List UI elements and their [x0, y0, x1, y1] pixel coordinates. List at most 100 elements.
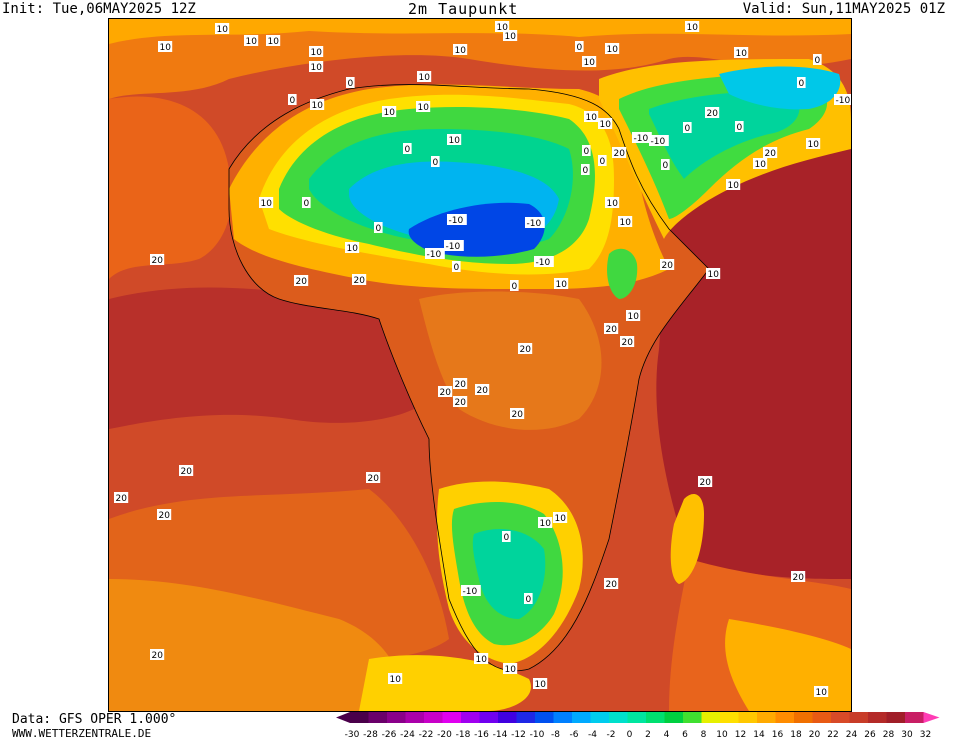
- contour-label: 10: [555, 514, 567, 524]
- contour-label: 0: [526, 595, 532, 605]
- contour-label: 10: [628, 312, 640, 322]
- contour-label-bg: [495, 21, 510, 32]
- colorbar-tick-label: 30: [901, 730, 913, 740]
- contour-label-bg: [310, 99, 325, 110]
- contour-label-bg: [582, 145, 591, 156]
- contour-label: 20: [296, 277, 308, 287]
- contour-label: 20: [512, 410, 524, 420]
- contour-label: 20: [455, 398, 467, 408]
- contour-label-bg: [814, 686, 829, 697]
- colorbar-tick-label: -14: [493, 730, 508, 740]
- colorbar-tick-label: -28: [363, 730, 378, 740]
- contour-label: 20: [520, 345, 532, 355]
- colorbar-cell: [590, 712, 609, 723]
- contour-label-bg: [753, 158, 768, 169]
- south-atlantic-cool: [109, 579, 402, 711]
- colorbar-cell: [350, 712, 369, 723]
- contour-label: -10: [536, 258, 551, 268]
- contour-label: 0: [663, 161, 669, 171]
- colorbar-tick-label: -22: [419, 730, 434, 740]
- contour-label-bg: [474, 653, 489, 664]
- colorbar-tick-label: 10: [716, 730, 728, 740]
- contour-label-bg: [575, 41, 584, 52]
- colorbar-tick-label: -24: [400, 730, 415, 740]
- contour-label: 0: [583, 166, 589, 176]
- contour-label: 20: [606, 325, 618, 335]
- contour-label-bg: [632, 132, 652, 143]
- contour-label-bg: [444, 240, 464, 251]
- contour-label: 10: [217, 25, 229, 35]
- central-africa: [419, 291, 602, 430]
- colorbar-cell: [720, 712, 739, 723]
- contour-label-bg: [534, 256, 554, 267]
- contour-label-bg: [366, 472, 381, 483]
- contour-label-bg: [374, 222, 383, 233]
- contour-label-bg: [518, 343, 533, 354]
- contour-label-bg: [598, 118, 613, 129]
- init-time-label: Init: Tue,06MAY2025 12Z: [2, 1, 196, 17]
- contour-label-bg: [309, 46, 324, 57]
- contour-label-bg: [294, 275, 309, 286]
- colorbar-tick-label: 26: [864, 730, 876, 740]
- contour-label-bg: [510, 408, 525, 419]
- contour-label-bg: [581, 164, 590, 175]
- contour-label: 10: [449, 136, 461, 146]
- contour-label: 20: [707, 109, 719, 119]
- contour-label-bg: [403, 143, 412, 154]
- contour-label: 20: [440, 388, 452, 398]
- contour-label-bg: [503, 663, 518, 674]
- contour-label-bg: [447, 134, 462, 145]
- contour-label: 10: [312, 101, 324, 111]
- colorbar-cell: [442, 712, 461, 723]
- contour-label-bg: [438, 386, 453, 397]
- contour-label: 0: [348, 79, 354, 89]
- contour-label-bg: [346, 77, 355, 88]
- contour-label-bg: [797, 77, 806, 88]
- contour-label-bg: [734, 47, 749, 58]
- contour-label: 10: [505, 665, 517, 675]
- colorbar-cells: [336, 712, 940, 723]
- contour-label-bg: [554, 278, 569, 289]
- north-band-inner: [109, 19, 851, 44]
- contour-label-bg: [431, 156, 440, 167]
- contour-label-bg: [791, 571, 806, 582]
- colorbar-cell: [424, 712, 443, 723]
- contour-label: 10: [497, 23, 509, 33]
- contour-label: 10: [384, 108, 396, 118]
- contour-label-bg: [244, 35, 259, 46]
- contour-label-bg: [660, 259, 675, 270]
- colorbar-tick-label: 28: [883, 730, 895, 740]
- contour-label: 0: [405, 145, 411, 155]
- colorbar-cell: [646, 712, 665, 723]
- madagascar: [670, 494, 704, 584]
- contour-label: 20: [793, 573, 805, 583]
- data-source-label: Data: GFS OPER 1.000°: [12, 712, 177, 727]
- contour-label: 20: [614, 149, 626, 159]
- contour-label: 0: [600, 157, 606, 167]
- contour-label: 10: [586, 113, 598, 123]
- contour-label: 0: [454, 263, 460, 273]
- contour-label-bg: [503, 30, 518, 41]
- colorbar-tick-label: 8: [701, 730, 707, 740]
- colorbar-tick-label: -18: [456, 730, 471, 740]
- ethiopia-green: [607, 248, 638, 299]
- contour-label-bg: [453, 44, 468, 55]
- contour-label: 20: [606, 580, 618, 590]
- contour-label-bg: [447, 214, 467, 225]
- contour-label: 0: [304, 199, 310, 209]
- contour-label-bg: [259, 197, 274, 208]
- north-band: [109, 19, 851, 99]
- contour-label: 10: [736, 49, 748, 59]
- contour-label: 10: [390, 675, 402, 685]
- colorbar-cell: [572, 712, 591, 723]
- contour-label-bg: [683, 122, 692, 133]
- indian-ocean: [656, 144, 851, 580]
- contour-label: 20: [662, 261, 674, 271]
- colorbar-tick-label: 22: [827, 730, 838, 740]
- contour-label: 10: [540, 519, 552, 529]
- contour-label: 10: [419, 73, 431, 83]
- contour-label: 10: [607, 199, 619, 209]
- contour-label-bg: [533, 678, 548, 689]
- contour-label-bg: [598, 155, 607, 166]
